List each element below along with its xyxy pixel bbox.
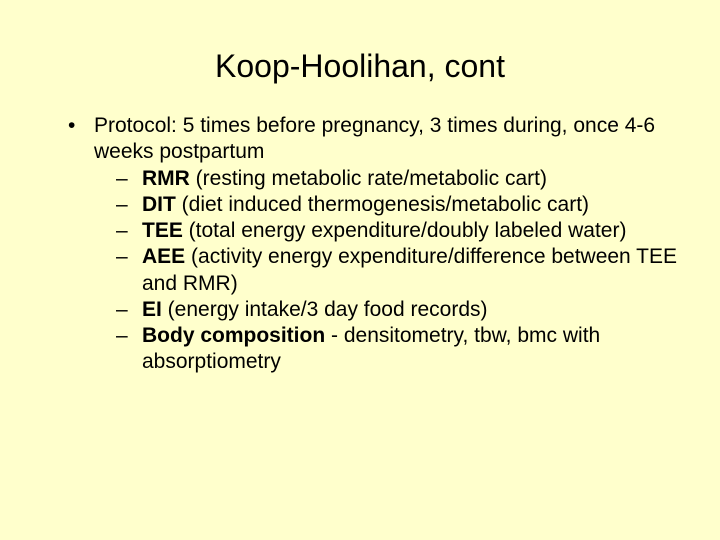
sub-bullet-rest: (activity energy expenditure/difference … <box>142 245 677 294</box>
sub-bullet-rest: (energy intake/3 day food records) <box>162 298 488 321</box>
sub-bullet-item: AEE (activity energy expenditure/differe… <box>116 244 680 297</box>
sub-bullet-bold: AEE <box>142 245 185 268</box>
sub-bullet-item: EI (energy intake/3 day food records) <box>116 297 680 323</box>
sub-bullet-item: DIT (diet induced thermogenesis/metaboli… <box>116 192 680 218</box>
sub-bullet-bold: RMR <box>142 167 190 190</box>
slide-title: Koop-Hoolihan, cont <box>40 48 680 85</box>
sub-bullet-rest: (diet induced thermogenesis/metabolic ca… <box>176 193 589 216</box>
sub-bullet-rest: (total energy expenditure/doubly labeled… <box>183 219 627 242</box>
sub-bullet-bold: Body composition <box>142 324 325 347</box>
sub-bullet-item: TEE (total energy expenditure/doubly lab… <box>116 218 680 244</box>
slide: Koop-Hoolihan, cont Protocol: 5 times be… <box>0 0 720 540</box>
sub-bullet-bold: TEE <box>142 219 183 242</box>
sub-bullet-item: Body composition - densitometry, tbw, bm… <box>116 323 680 376</box>
sub-bullet-rest: (resting metabolic rate/metabolic cart) <box>190 167 547 190</box>
bullet-list: Protocol: 5 times before pregnancy, 3 ti… <box>40 113 680 376</box>
bullet-lead-text: Protocol: 5 times before pregnancy, 3 ti… <box>94 114 655 163</box>
bullet-item: Protocol: 5 times before pregnancy, 3 ti… <box>68 113 680 376</box>
sub-bullet-bold: DIT <box>142 193 176 216</box>
sub-bullet-item: RMR (resting metabolic rate/metabolic ca… <box>116 166 680 192</box>
sub-bullet-bold: EI <box>142 298 162 321</box>
sub-bullet-list: RMR (resting metabolic rate/metabolic ca… <box>94 166 680 376</box>
